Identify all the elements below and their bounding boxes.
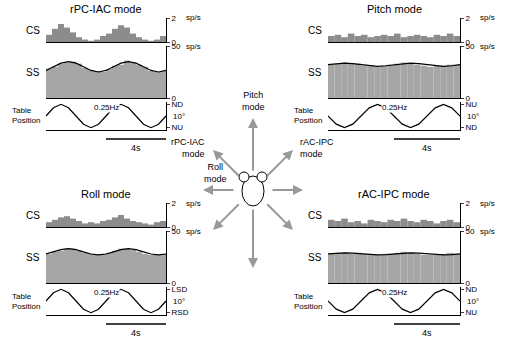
svg-text:sp/s: sp/s bbox=[186, 227, 201, 236]
svg-text:0: 0 bbox=[172, 279, 177, 288]
svg-text:CS: CS bbox=[26, 25, 40, 36]
svg-text:TablePosition: TablePosition bbox=[12, 292, 40, 311]
svg-text:ND: ND bbox=[466, 123, 478, 132]
svg-text:RSD: RSD bbox=[172, 308, 189, 317]
svg-text:0: 0 bbox=[172, 94, 177, 103]
svg-text:NU: NU bbox=[466, 100, 478, 109]
svg-text:sp/s: sp/s bbox=[186, 13, 201, 22]
svg-text:0.25Hz: 0.25Hz bbox=[94, 288, 119, 297]
svg-text:0.25Hz: 0.25Hz bbox=[382, 288, 407, 297]
svg-text:10°: 10° bbox=[173, 297, 185, 306]
svg-text:sp/s: sp/s bbox=[480, 13, 495, 22]
svg-text:50: 50 bbox=[172, 227, 181, 236]
svg-text:SS: SS bbox=[26, 252, 40, 263]
svg-text:rPC-IACmode: rPC-IACmode bbox=[171, 137, 205, 159]
svg-text:sp/s: sp/s bbox=[480, 42, 495, 51]
svg-text:0: 0 bbox=[466, 94, 471, 103]
svg-text:10°: 10° bbox=[467, 297, 479, 306]
svg-text:0: 0 bbox=[466, 38, 471, 47]
svg-text:ND: ND bbox=[172, 100, 184, 109]
svg-text:SS: SS bbox=[308, 67, 322, 78]
svg-text:ND: ND bbox=[466, 285, 478, 294]
svg-text:4s: 4s bbox=[422, 328, 432, 338]
svg-text:2: 2 bbox=[172, 14, 177, 23]
svg-text:CS: CS bbox=[308, 210, 322, 221]
svg-text:TablePosition: TablePosition bbox=[12, 106, 40, 125]
svg-text:sp/s: sp/s bbox=[480, 199, 495, 208]
svg-text:4s: 4s bbox=[422, 143, 432, 153]
svg-text:Roll mode: Roll mode bbox=[81, 188, 131, 200]
svg-text:CS: CS bbox=[26, 210, 40, 221]
svg-text:CS: CS bbox=[308, 25, 322, 36]
svg-text:TablePosition: TablePosition bbox=[294, 106, 322, 125]
svg-text:rAC-IPC mode: rAC-IPC mode bbox=[358, 188, 430, 200]
svg-text:50: 50 bbox=[172, 42, 181, 51]
svg-text:sp/s: sp/s bbox=[186, 199, 201, 208]
svg-text:sp/s: sp/s bbox=[186, 42, 201, 51]
svg-text:0: 0 bbox=[172, 38, 177, 47]
svg-text:TablePosition: TablePosition bbox=[294, 292, 322, 311]
svg-text:rAC-IPCmode: rAC-IPCmode bbox=[300, 137, 334, 159]
svg-text:NU: NU bbox=[172, 123, 184, 132]
svg-text:50: 50 bbox=[466, 42, 475, 51]
svg-text:Pitchmode: Pitchmode bbox=[242, 90, 265, 112]
svg-text:4s: 4s bbox=[131, 328, 141, 338]
svg-text:SS: SS bbox=[308, 252, 322, 263]
svg-text:0: 0 bbox=[466, 279, 471, 288]
svg-text:Rollmode: Rollmode bbox=[204, 162, 227, 184]
svg-text:NU: NU bbox=[466, 308, 478, 317]
svg-text:10°: 10° bbox=[173, 112, 185, 121]
svg-text:rPC-IAC mode: rPC-IAC mode bbox=[70, 3, 142, 15]
svg-text:2: 2 bbox=[466, 199, 471, 208]
svg-text:50: 50 bbox=[466, 227, 475, 236]
svg-text:Pitch mode: Pitch mode bbox=[367, 3, 422, 15]
svg-text:10°: 10° bbox=[467, 112, 479, 121]
svg-text:0.25Hz: 0.25Hz bbox=[382, 103, 407, 112]
svg-text:sp/s: sp/s bbox=[480, 227, 495, 236]
svg-text:LSD: LSD bbox=[172, 285, 188, 294]
svg-text:2: 2 bbox=[466, 14, 471, 23]
svg-text:0: 0 bbox=[466, 223, 471, 232]
svg-text:0: 0 bbox=[172, 223, 177, 232]
svg-text:2: 2 bbox=[172, 199, 177, 208]
svg-text:0.25Hz: 0.25Hz bbox=[94, 103, 119, 112]
svg-text:4s: 4s bbox=[131, 143, 141, 153]
svg-text:SS: SS bbox=[26, 67, 40, 78]
